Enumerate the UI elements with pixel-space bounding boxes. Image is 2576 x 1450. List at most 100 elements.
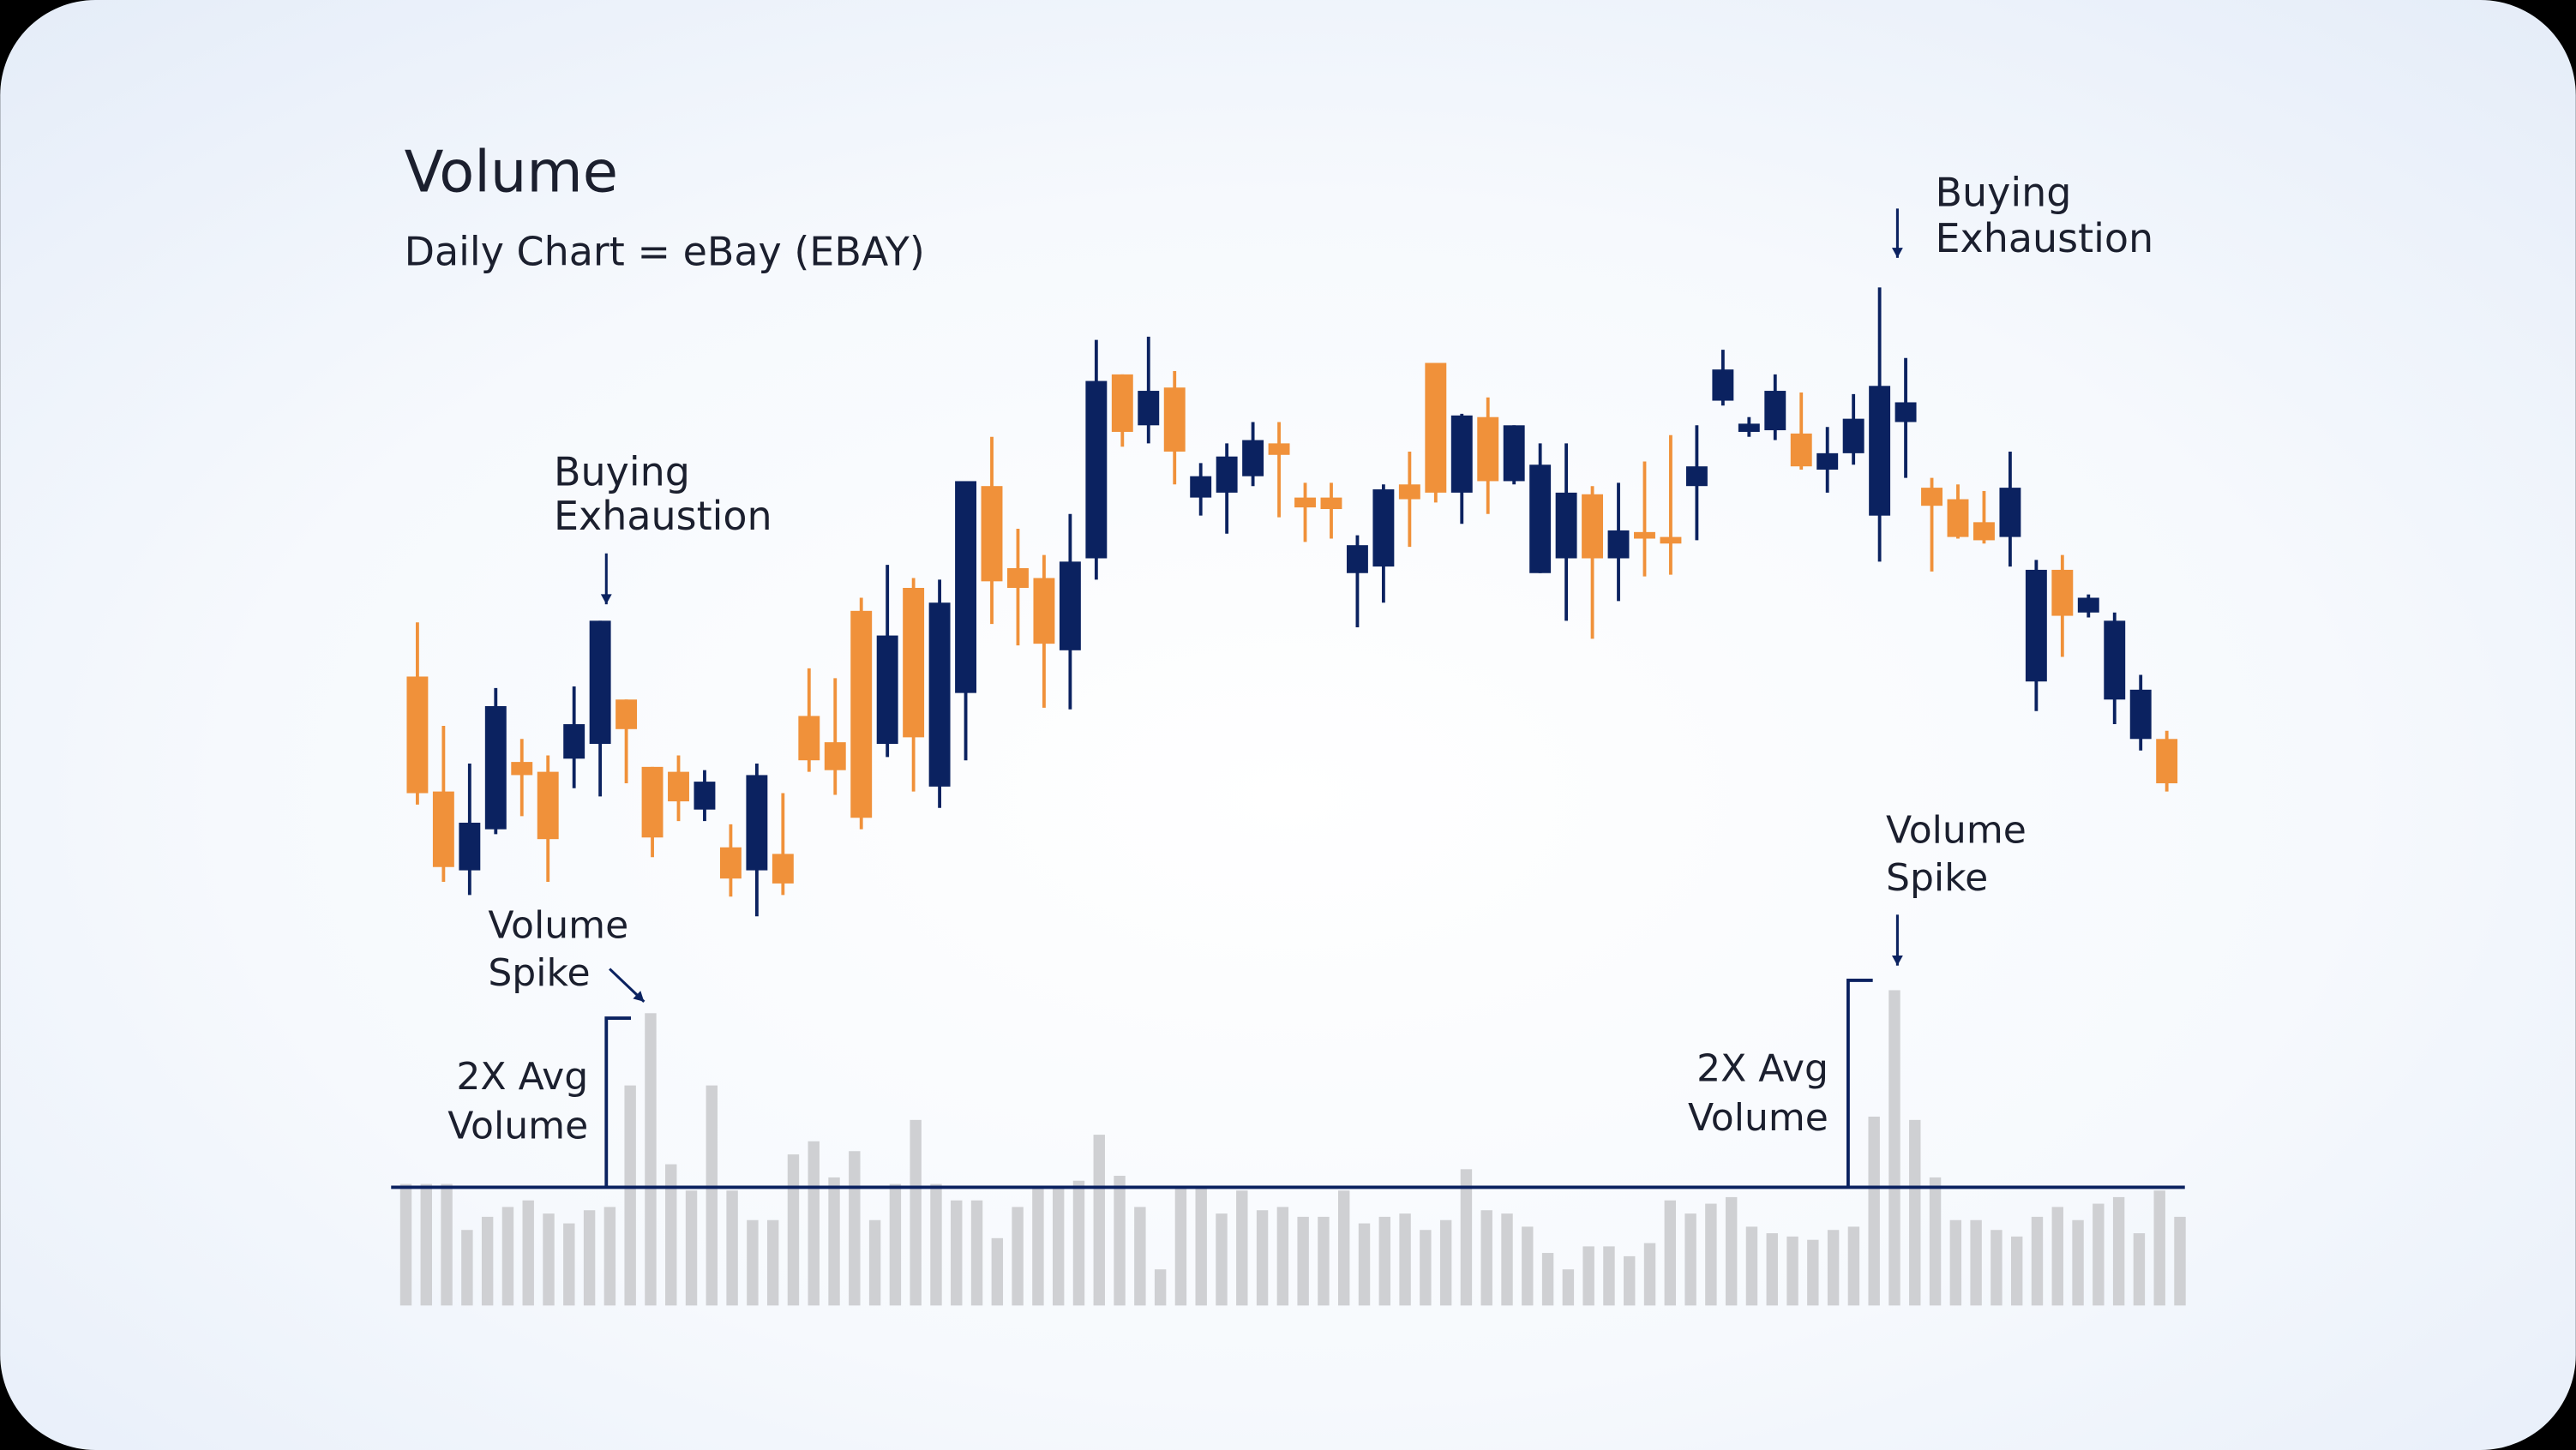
candle-body: [1007, 568, 1029, 588]
volume-bar: [543, 1213, 555, 1306]
volume-bar: [645, 1013, 657, 1306]
candle-body: [1607, 530, 1630, 559]
volume-bar: [1705, 1203, 1717, 1306]
candle-body: [589, 620, 611, 745]
volume-bar: [1052, 1187, 1065, 1306]
volume-bar: [1847, 1226, 1860, 1306]
annotation-text: Exhaustion: [554, 493, 772, 539]
volume-bar: [930, 1183, 942, 1306]
candle-body: [1346, 545, 1368, 573]
volume-bar: [1276, 1207, 1289, 1306]
candle-body: [1738, 423, 1760, 432]
candle-body: [1059, 561, 1081, 650]
candle-body: [1138, 391, 1160, 426]
volume-bar: [1174, 1187, 1187, 1306]
volume-bar: [1766, 1233, 1778, 1306]
volume-bar: [849, 1151, 861, 1306]
candle-body: [511, 762, 533, 776]
candle-body: [1685, 466, 1708, 487]
volume-bar: [1420, 1230, 1432, 1306]
candle-body: [1712, 369, 1734, 401]
chart-title: Volume: [405, 139, 618, 206]
candle-body: [772, 854, 794, 884]
annotation-text: Volume: [1886, 809, 2027, 853]
volume-bar: [1991, 1230, 2003, 1306]
candle-body: [1398, 484, 1420, 500]
candle-body: [1163, 387, 1186, 452]
volume-bar: [1439, 1219, 1452, 1306]
arrow-head: [600, 594, 612, 605]
candle-body: [1973, 522, 1995, 541]
volume-bar: [1643, 1243, 1656, 1306]
candle-body: [2156, 739, 2178, 784]
candle-body: [850, 610, 873, 818]
candle-body: [1660, 536, 1682, 544]
volume-bar: [420, 1183, 432, 1306]
candle-body: [2104, 620, 2126, 700]
volume-bar: [2072, 1219, 2084, 1306]
candle-body: [1033, 578, 1055, 644]
volume-bar: [583, 1210, 596, 1306]
volume-bar: [1216, 1213, 1228, 1306]
volume-bar: [1378, 1216, 1390, 1306]
price-panel: [406, 287, 2178, 917]
volume-bar: [1664, 1200, 1677, 1306]
volume-bar: [1807, 1239, 1819, 1306]
volume-bar: [441, 1183, 453, 1306]
candle-body: [1894, 402, 1917, 422]
candle-body: [432, 791, 454, 867]
candle-body: [1450, 415, 1473, 493]
volume-bar: [1134, 1207, 1146, 1306]
volume-bar: [2010, 1236, 2023, 1306]
candle-body: [1294, 497, 1316, 508]
annotation-text: 2X Avg: [1696, 1046, 1828, 1090]
candle-body: [1242, 440, 1264, 476]
volume-bar: [2153, 1190, 2165, 1306]
volume-bar: [1562, 1269, 1575, 1306]
volume-bar: [1522, 1226, 1534, 1306]
volume-bar: [2112, 1196, 2125, 1306]
candle-body: [1869, 386, 1891, 516]
annotation-text: 2X Avg: [456, 1055, 588, 1099]
candle-body: [459, 823, 481, 871]
candle-body: [1503, 425, 1525, 482]
volume-bar: [1541, 1253, 1554, 1306]
annotation-text: Volume: [447, 1104, 588, 1147]
candle-body: [1268, 443, 1290, 455]
volume-bar: [665, 1164, 677, 1306]
volume-bar: [1868, 1117, 1880, 1306]
volume-bar: [1909, 1119, 1921, 1306]
volume-bar: [808, 1141, 820, 1306]
candle-body: [1216, 456, 1238, 493]
volume-bar: [1684, 1213, 1696, 1306]
candle-body: [1816, 452, 1839, 470]
volume-bar: [1318, 1216, 1330, 1306]
candle-body: [1085, 380, 1108, 559]
arrow-head: [633, 991, 645, 1002]
candle-body: [1634, 531, 1655, 539]
candle-body: [719, 847, 742, 879]
bracket: [604, 1016, 632, 1188]
volume-bar: [1032, 1187, 1044, 1306]
candle-body: [1320, 497, 1342, 510]
volume-bar: [1399, 1213, 1411, 1306]
volume-bar: [787, 1154, 800, 1306]
candle-body: [1790, 433, 1812, 467]
volume-bar: [1480, 1210, 1492, 1306]
annotation-text: Volume: [1688, 1096, 1828, 1140]
volume-bar: [910, 1119, 922, 1306]
candle-body: [1921, 488, 1943, 506]
volume-panel: [391, 990, 2186, 1306]
candle-body: [746, 775, 768, 871]
volume-bar: [1786, 1236, 1798, 1306]
volume-bar: [1624, 1255, 1636, 1306]
candle-body: [955, 481, 977, 693]
volume-bar: [1949, 1219, 1962, 1306]
volume-bar: [1725, 1196, 1738, 1306]
volume-bar: [766, 1219, 779, 1306]
volume-bar: [1929, 1177, 1942, 1306]
volume-bar: [399, 1183, 412, 1306]
volume-bar: [2174, 1216, 2186, 1306]
candle-body: [928, 602, 951, 787]
